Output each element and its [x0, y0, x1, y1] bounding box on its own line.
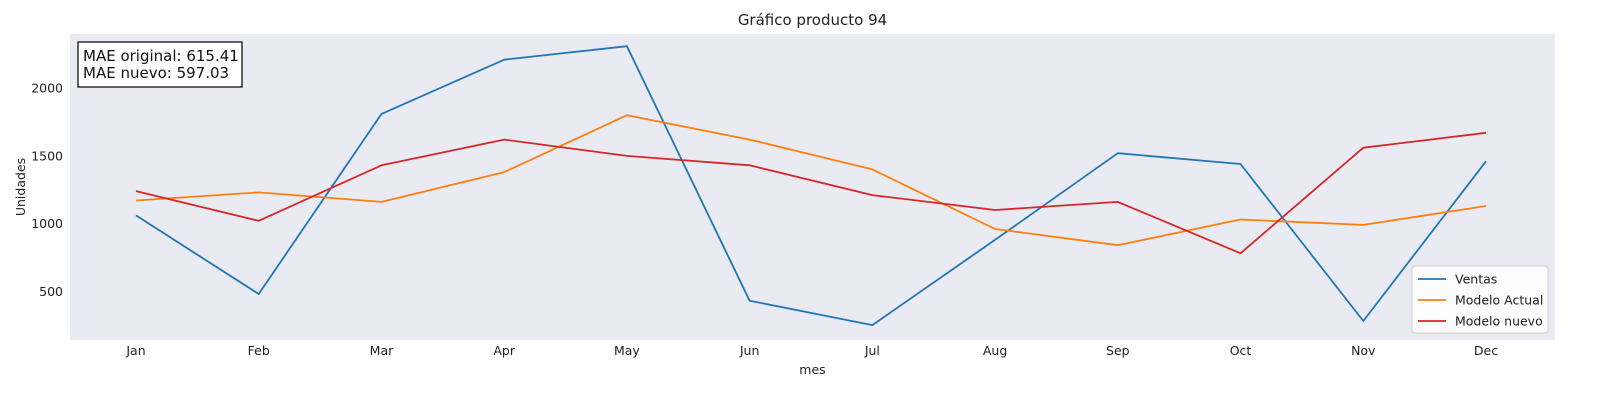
x-tick-label: Mar [370, 343, 394, 358]
x-tick-label: Oct [1230, 343, 1252, 358]
plot-area [70, 34, 1555, 340]
legend-frame [1411, 265, 1549, 334]
chart-title: Gráfico producto 94 [738, 11, 887, 29]
series-line-modelo-actual [135, 114, 1487, 247]
legend: Ventas Modelo Actual Modelo nuevo [1411, 265, 1549, 334]
x-axis-ticks: Jan Feb Mar Apr May Jun Jul Aug Sep Oct Nov Dec [125, 343, 1498, 358]
legend-label: Modelo Actual [1455, 293, 1543, 308]
annotation-text: MAE nuevo: 597.03 [83, 64, 229, 82]
x-tick-label: Jul [864, 343, 880, 358]
x-tick-label: Jan [125, 343, 145, 358]
x-tick-label: Dec [1474, 343, 1498, 358]
annotation-box-frame [77, 41, 243, 88]
y-tick-label: 2000 [31, 81, 63, 96]
series-line-ventas [135, 45, 1487, 327]
y-tick-label: 500 [39, 284, 63, 299]
x-tick-label: Feb [248, 343, 270, 358]
x-tick-label: Sep [1106, 343, 1130, 358]
annotation-text: MAE original: 615.41 [83, 47, 239, 65]
y-tick-label: 1500 [31, 148, 63, 163]
y-axis-ticks: 500 1000 1500 2000 [31, 81, 63, 299]
legend-label: Ventas [1455, 272, 1497, 287]
y-tick-label: 1000 [31, 216, 63, 231]
x-axis-label: mes [799, 362, 825, 377]
legend-label: Modelo nuevo [1455, 314, 1543, 329]
x-tick-label: Apr [493, 343, 515, 358]
x-tick-label: Nov [1351, 343, 1376, 358]
x-tick-label: May [614, 343, 640, 358]
x-tick-label: Jun [739, 343, 760, 358]
y-axis-label: Unidades [13, 158, 28, 216]
x-tick-label: Aug [983, 343, 1007, 358]
series-lines [135, 45, 1487, 327]
series-line-modelo-nuevo [135, 131, 1487, 255]
